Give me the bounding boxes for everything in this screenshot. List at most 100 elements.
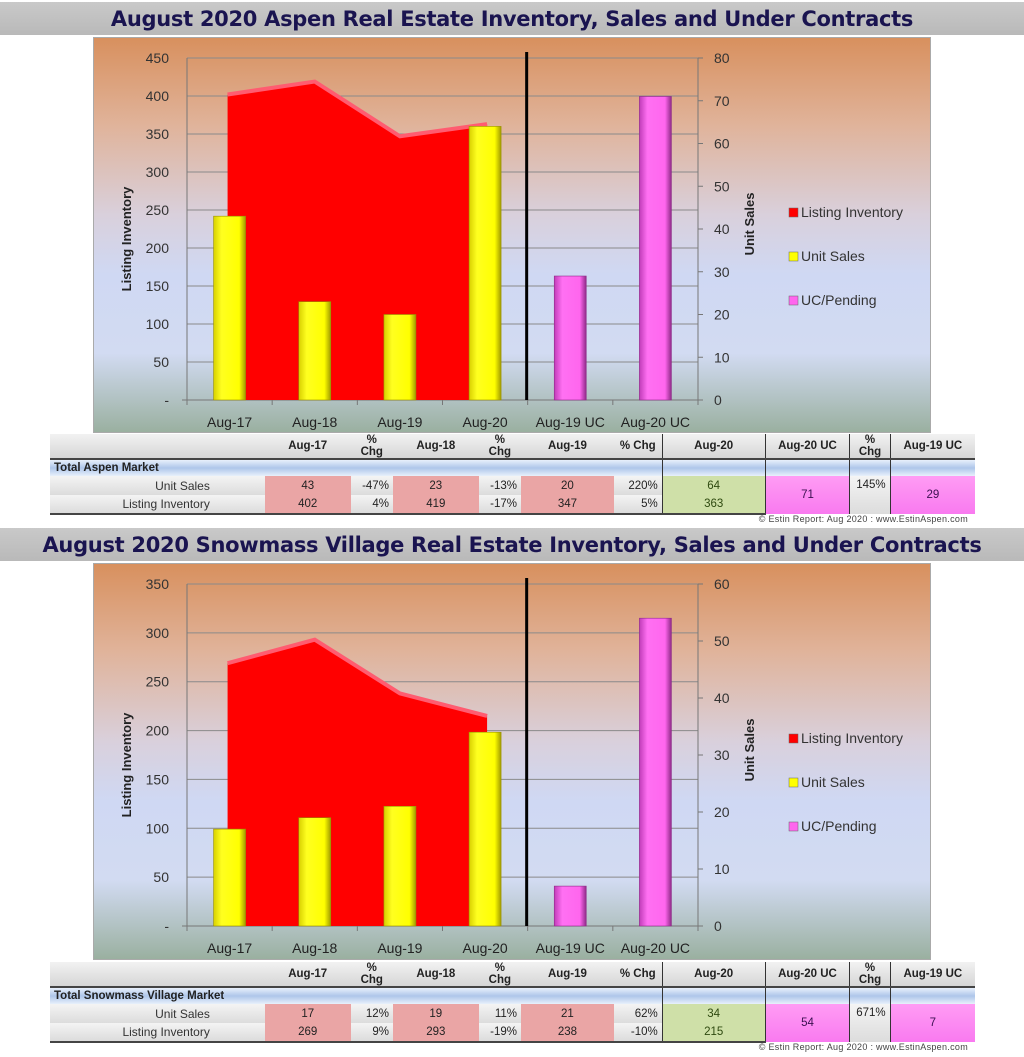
table-row: Listing Inventory 269 9% 293 -19% 238 -1… [50, 1023, 975, 1043]
pct-cell: 12% [350, 1004, 393, 1023]
header-cell: % Chg [350, 434, 393, 460]
section-spacer [764, 987, 850, 1004]
row-label: Unit Sales [50, 1004, 265, 1023]
header-cell: % Chg [613, 434, 663, 460]
legend-uc-pending-swatch-icon [788, 295, 799, 306]
pct-cell: -19% [478, 1023, 522, 1043]
aspen-credit: © Estin Report: Aug 2020 : www.EstinAspe… [758, 514, 968, 524]
value-cell: 269 [264, 1023, 351, 1043]
snowmass-chart-svg: 35030025020015010050-6050403020100Aug-17… [119, 576, 903, 956]
legend-listing-inventory-label: Listing Inventory [801, 204, 903, 220]
left-tick-label: 300 [146, 164, 170, 180]
aspen-chart-svg: 45040035030025020015010050-8070605040302… [119, 50, 903, 430]
legend-uc-pending-swatch-icon [788, 821, 799, 832]
right-tick-label: 40 [714, 690, 730, 706]
category-label: Aug-20 [463, 940, 508, 956]
category-label: Aug-18 [292, 414, 337, 430]
header-cell: % Chg [849, 962, 891, 988]
header-cell: Aug-20 [661, 434, 766, 460]
left-axis-title: Listing Inventory [119, 712, 134, 818]
value-cell: 293 [392, 1023, 479, 1043]
right-tick-label: 10 [714, 861, 730, 877]
aspen-table-header-row: Aug-17 % Chg Aug-18 % Chg Aug-19 % Chg A… [50, 434, 975, 460]
uc-cell: 7 [889, 1004, 975, 1042]
right-tick-label: 50 [714, 633, 730, 649]
value-cell: 21 [521, 1004, 614, 1023]
section-label: Total Snowmass Village Market [50, 987, 663, 1004]
value-cell: 43 [264, 476, 351, 495]
unit-sales-bar [213, 215, 246, 401]
legend-unit-sales-label: Unit Sales [801, 774, 865, 790]
left-tick-label: 100 [146, 316, 170, 332]
left-tick-label: 100 [146, 820, 170, 836]
left-tick-label: 200 [146, 723, 170, 739]
section-spacer [889, 987, 975, 1004]
aspen-title: August 2020 Aspen Real Estate Inventory,… [110, 6, 914, 31]
snowmass-table: Aug-17 % Chg Aug-18 % Chg Aug-19 % Chg A… [50, 962, 975, 1043]
pct-cell: -13% [478, 476, 522, 495]
header-cell: Aug-17 [264, 962, 351, 988]
left-tick-label: 50 [153, 869, 169, 885]
left-tick-label: 400 [146, 88, 170, 104]
header-cell: % Chg [613, 962, 663, 988]
right-tick-label: 60 [714, 136, 730, 152]
right-tick-label: 70 [714, 93, 730, 109]
value-cell: 34 [661, 1004, 766, 1023]
category-label: Aug-19 [377, 414, 422, 430]
category-label: Aug-19 [377, 940, 422, 956]
legend-uc-pending-label: UC/Pending [801, 818, 877, 834]
aspen-chart: 450 400 350 300 250 200 150 100 50-80 70 60 50 40 30 2… [93, 37, 931, 433]
right-tick-label: 20 [714, 307, 730, 323]
unit-sales-bar [383, 806, 417, 927]
left-tick-label: 150 [146, 771, 170, 787]
category-label: Aug-19 UC [536, 414, 605, 430]
right-tick-label: 80 [714, 50, 730, 66]
unit-sales-bar [213, 828, 246, 927]
listing-inventory-area [227, 81, 488, 400]
legend-uc-pending-label: UC/Pending [801, 292, 877, 308]
right-axis-title: Unit Sales [742, 193, 757, 256]
left-tick-label: 350 [146, 576, 170, 592]
row-label: Listing Inventory [50, 1023, 265, 1043]
header-cell: Aug-19 UC [889, 434, 975, 460]
snowmass-credit: © Estin Report: Aug 2020 : www.EstinAspe… [758, 1042, 968, 1052]
right-tick-label: 50 [714, 178, 730, 194]
category-label: Aug-20 [463, 414, 508, 430]
legend-unit-sales-label: Unit Sales [801, 248, 865, 264]
header-cell: Aug-19 UC [889, 962, 975, 988]
left-tick-label: 350 [146, 126, 170, 142]
left-tick-label: 450 [146, 50, 170, 66]
header-cell: % Chg [849, 434, 891, 460]
section-spacer [764, 459, 850, 476]
header-blank [50, 434, 265, 460]
uc-pending-bar [553, 275, 587, 401]
right-tick-label: 60 [714, 576, 730, 592]
uc-pending-bar [639, 96, 672, 401]
row-label: Listing Inventory [50, 495, 265, 515]
uc-cell: 71 [764, 476, 850, 514]
pct-cell: -47% [350, 476, 393, 495]
unit-sales-bar [468, 126, 502, 401]
legend-listing-inventory-swatch-icon [788, 207, 799, 218]
uc-pending-bar [553, 885, 587, 927]
value-cell: 17 [264, 1004, 351, 1023]
snowmass-title-bar: August 2020 Snowmass Village Real Estate… [0, 528, 1024, 561]
header-cell: Aug-20 UC [764, 962, 850, 988]
category-label: Aug-20 UC [621, 940, 690, 956]
category-label: Aug-17 [207, 940, 252, 956]
left-axis-title: Listing Inventory [119, 186, 134, 292]
header-blank [50, 962, 265, 988]
snowmass-table-header-row: Aug-17 % Chg Aug-18 % Chg Aug-19 % Chg A… [50, 962, 975, 988]
snowmass-section-row: Total Snowmass Village Market [50, 987, 975, 1004]
value-cell: 419 [392, 495, 479, 515]
pct-cell: 62% [613, 1004, 663, 1023]
value-cell: 347 [521, 495, 614, 515]
listing-inventory-area [227, 639, 488, 926]
value-cell: 19 [392, 1004, 479, 1023]
value-cell: 215 [661, 1023, 766, 1043]
left-tick-label: 250 [146, 674, 170, 690]
value-cell: 402 [264, 495, 351, 515]
category-label: Aug-20 UC [621, 414, 690, 430]
category-label: Aug-19 UC [536, 940, 605, 956]
header-cell: Aug-17 [264, 434, 351, 460]
